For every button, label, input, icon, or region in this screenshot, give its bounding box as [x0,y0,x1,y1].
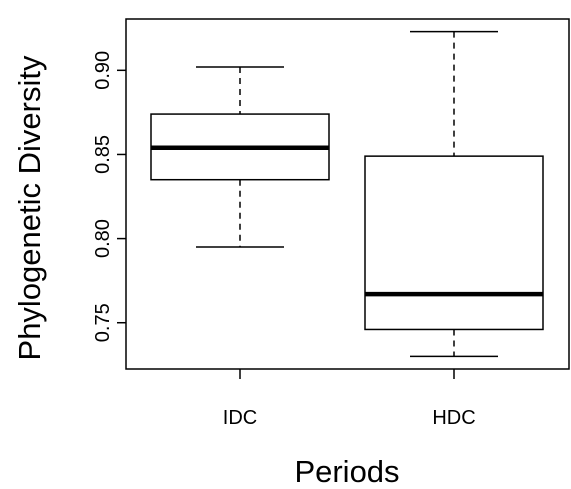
plot-frame [125,18,570,370]
box-hdc [364,30,544,358]
y-tick-label: 0.85 [92,135,114,174]
box-idc [150,66,330,248]
x-axis-title: Periods [294,454,399,489]
x-axis: IDC HDC [223,369,476,429]
y-tick-label: 0.75 [92,303,114,342]
y-tick-label: 0.90 [92,51,114,90]
x-tick-label: HDC [432,407,475,429]
y-axis: 0.75 0.80 0.85 0.90 [92,51,126,342]
x-tick-label: IDC [223,407,257,429]
y-axis-title: Phylogenetic Diversity [12,55,47,360]
y-tick-label: 0.80 [92,219,114,258]
interquartile-box [364,155,544,331]
boxes-group [150,30,544,358]
